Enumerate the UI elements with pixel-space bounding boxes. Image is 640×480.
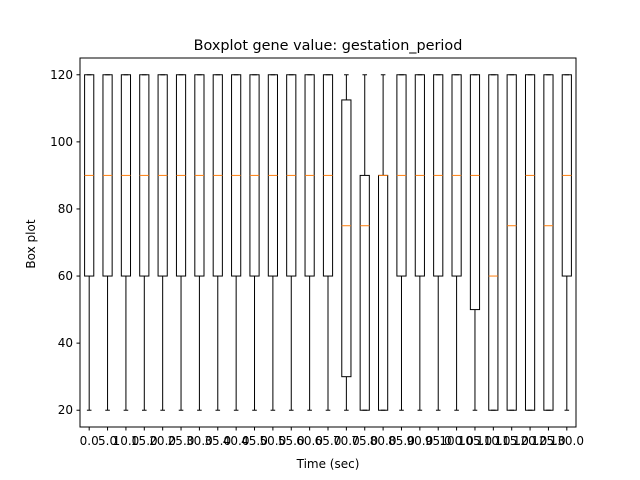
chart-title: Boxplot gene value: gestation_period [194,38,463,54]
box-9 [249,74,260,411]
boxes-group [84,74,572,411]
x-tick-label: 75.0 [351,434,378,448]
box-19 [433,74,444,411]
x-tick-label: 125.0 [531,434,565,448]
box-body [378,174,389,411]
box-0 [84,74,95,411]
box-25 [543,74,554,411]
x-tick-label: 50.0 [260,434,287,448]
box-21 [469,74,481,411]
box-body [469,74,481,311]
box-15 [359,74,370,411]
x-tick-label: 70.0 [333,434,360,448]
x-tick-label: 95.0 [425,434,452,448]
x-tick-label: 35.0 [204,434,231,448]
y-tick-label: 80 [58,202,73,216]
x-axis-label: Time (sec) [296,457,360,471]
y-axis: 20 40 60 80 100 120 [50,68,80,417]
x-tick-label: 25.0 [168,434,195,448]
box-1 [102,74,113,411]
x-axis: 0.0 5.010.015.020.025.030.035.040.045.050… [80,427,584,448]
box-24 [524,74,536,411]
box-17 [396,74,407,411]
box-10 [267,74,278,411]
x-tick-label: 10.0 [113,434,140,448]
box-body [488,74,499,411]
x-tick-label: 0.0 [80,434,99,448]
y-axis-label: Box plot [24,219,38,268]
y-tick-label: 40 [58,336,73,350]
x-tick-label: 40.0 [223,434,250,448]
y-tick-label: 120 [50,68,73,82]
x-tick-label: 85.0 [388,434,415,448]
x-tick-label: 60.0 [296,434,323,448]
box-4 [157,74,168,411]
x-tick-label: 130.0 [550,434,584,448]
box-2 [120,74,132,411]
box-7 [212,74,223,411]
x-tick-label: 5.0 [98,434,117,448]
box-5 [175,74,187,411]
box-body [524,74,536,411]
y-tick-label: 100 [50,135,73,149]
y-tick-label: 60 [58,269,73,283]
box-6 [194,74,205,411]
box-body [359,174,370,411]
x-tick-label: 115.0 [495,434,529,448]
box-20 [451,74,462,411]
box-26 [561,74,572,411]
box-11 [286,74,297,411]
x-tick-label: 65.0 [315,434,342,448]
box-18 [414,74,425,411]
box-16 [378,74,389,411]
box-22 [488,74,499,411]
box-body [341,99,352,378]
box-8 [231,74,242,411]
x-tick-label: 20.0 [149,434,176,448]
box-body [543,74,554,411]
x-tick-label: 45.0 [241,434,268,448]
x-tick-label: 55.0 [278,434,305,448]
box-12 [304,74,315,411]
y-tick-label: 20 [58,403,73,417]
x-tick-label: 110.0 [476,434,510,448]
x-tick-label: 120.0 [513,434,547,448]
box-13 [322,74,334,411]
box-14 [341,74,352,411]
box-3 [139,74,150,411]
box-body [506,74,517,411]
x-tick-label: 100.0 [439,434,473,448]
x-tick-label: 30.0 [186,434,213,448]
x-tick-label: 80.0 [370,434,397,448]
x-tick-label: 105.0 [458,434,492,448]
x-tick-label: 90.0 [406,434,433,448]
x-tick-label: 15.0 [131,434,158,448]
box-23 [506,74,517,411]
